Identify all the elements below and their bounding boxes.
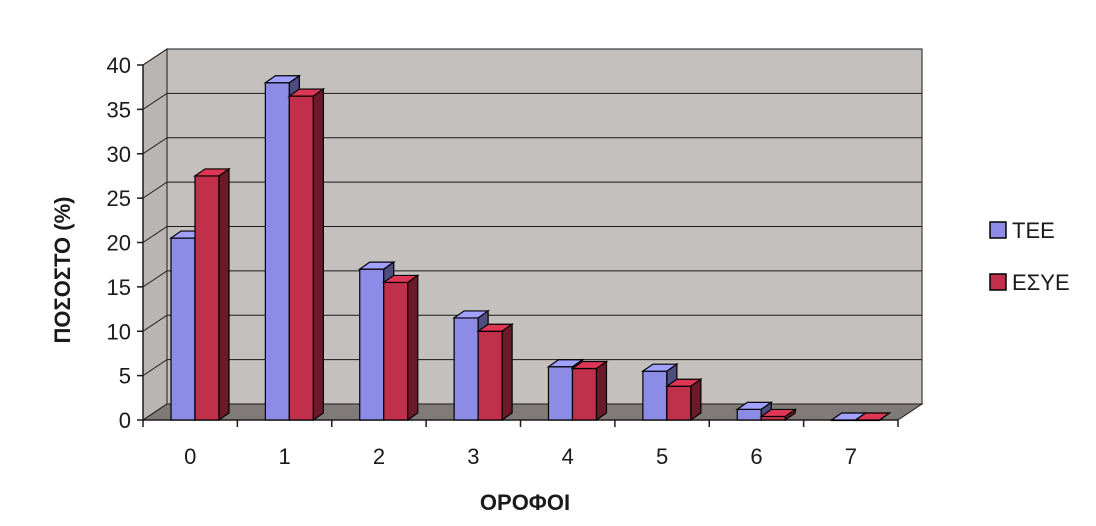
legend-label-tee: ΤΕΕ: [1012, 218, 1055, 243]
x-tick-label: 6: [750, 444, 762, 469]
bar-side: [784, 408, 796, 422]
bar-front: [571, 367, 598, 421]
gridline-side: [142, 48, 168, 66]
y-axis-title: ΠΟΣΟΣΤΟ (%): [50, 197, 75, 344]
bar-front: [383, 281, 409, 421]
y-axis: 0 5 10 15 20 25 30 35 40: [107, 53, 144, 433]
bar-side: [595, 360, 608, 422]
x-tick-label: 4: [562, 444, 574, 469]
bar-front: [264, 82, 290, 421]
floor: [141, 403, 924, 421]
gridline-side: [142, 92, 168, 110]
bar-front: [736, 408, 762, 421]
gridline-side: [142, 137, 168, 155]
gridline-side: [142, 270, 168, 288]
y-tick-label: 5: [119, 364, 131, 389]
bar-side: [218, 167, 230, 422]
bar-front: [453, 317, 479, 421]
bar-side: [879, 412, 890, 421]
y-tick-label: 30: [107, 142, 131, 167]
legend-swatch-tee: [989, 221, 1007, 239]
bar-esye-0: [193, 167, 231, 422]
legend: ΤΕΕ ΕΣΥΕ: [977, 189, 1096, 311]
bar-esye-1: [287, 87, 326, 422]
x-tick-label: 2: [373, 444, 385, 469]
bar-side: [690, 378, 702, 422]
x-tick-label: 0: [184, 444, 196, 469]
x-tick-label: 7: [845, 444, 857, 469]
bar-esye-3: [476, 323, 515, 422]
bar-esye-6: [759, 408, 798, 422]
y-tick-label: 35: [107, 97, 131, 122]
legend-label-esye: ΕΣΥΕ: [1012, 270, 1070, 295]
gridline-side: [142, 181, 168, 199]
legend-swatch-esye: [989, 273, 1007, 291]
bars: [169, 74, 892, 422]
y-tick-label: 20: [107, 231, 131, 256]
y-tick-label: 40: [107, 53, 131, 78]
bar-front: [477, 330, 503, 421]
bar-side: [501, 323, 513, 422]
bar-side: [407, 274, 419, 422]
gridline-side: [142, 226, 168, 243]
y-tick-label: 25: [107, 186, 131, 211]
bar-front: [359, 268, 385, 421]
x-tick-label: 5: [656, 444, 668, 469]
bar-esye-5: [664, 378, 703, 422]
bar-esye-4: [570, 360, 609, 422]
y-tick-label: 10: [107, 319, 131, 344]
bar-front: [170, 237, 196, 421]
bar-front: [547, 366, 574, 421]
bar-front: [194, 175, 220, 421]
plot-area: [141, 48, 924, 421]
y-tick-label: 15: [107, 275, 131, 300]
y-tick-label: 0: [119, 408, 131, 433]
bar-esye-2: [381, 274, 420, 422]
bar-esye-7: [853, 412, 892, 422]
gridline-side: [142, 314, 168, 332]
x-axis-title: ΟΡΟΦΟΙ: [480, 490, 570, 515]
x-axis: 0 1 2 3 4 5 6 7: [142, 419, 899, 469]
gridline-side: [142, 359, 168, 377]
x-tick-label: 1: [278, 444, 290, 469]
bar-front: [642, 370, 668, 421]
bar-front: [666, 385, 692, 421]
bar-front: [288, 95, 314, 421]
x-tick-label: 3: [467, 444, 479, 469]
bar-side: [312, 87, 324, 422]
